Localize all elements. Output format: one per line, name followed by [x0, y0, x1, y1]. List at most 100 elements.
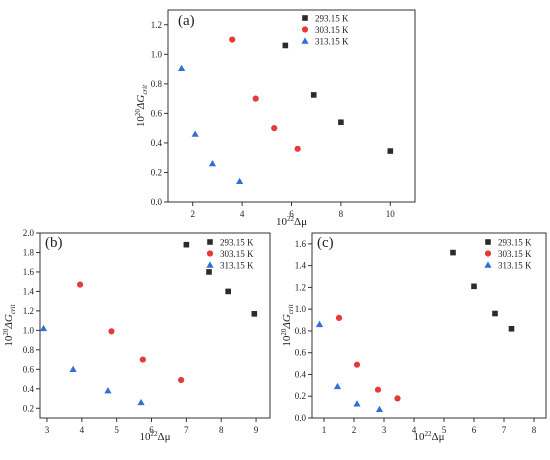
x-tick-label: 6 — [472, 425, 477, 435]
y-tick-label: 1.2 — [151, 20, 162, 30]
data-point-s3-p4 — [137, 398, 145, 406]
x-tick-label: 4 — [80, 425, 85, 435]
data-point-s2-p4 — [294, 145, 301, 152]
y-tick-label: 1.0 — [295, 304, 307, 314]
legend-label: 303.15 K — [315, 25, 349, 35]
data-point-s1-p4 — [251, 311, 258, 317]
panel-a: 2 4 6 8 10 0.0 0.2 0.4 0.6 0.8 1.0 1.2 (a) 1022Δμ 1020… — [134, 9, 416, 228]
y-tick-label: 1.0 — [23, 325, 35, 335]
legend-label: 293.15 K — [220, 238, 254, 248]
y-tick-label: 0.6 — [23, 364, 35, 374]
panel-b: 3 4 5 6 7 8 9 0.2 0.4 0.6 0.8 1.0 1.2 1.4 1.6 1.8 2.0 (b)… — [2, 228, 271, 443]
data-point-s1-p1 — [183, 241, 190, 248]
y-tick-label: 0.4 — [23, 384, 35, 394]
x-tick-label: 6 — [289, 209, 294, 219]
x-tick-label: 4 — [240, 209, 245, 219]
data-point-s2-p3 — [271, 125, 278, 132]
y-tick-label: 1.8 — [23, 247, 35, 257]
legend-marker — [485, 239, 491, 245]
data-point-s3-p2 — [333, 382, 342, 390]
data-point-s2-p1 — [335, 314, 343, 321]
data-point-s3-p4 — [236, 177, 244, 185]
x-tick-label: 8 — [339, 209, 344, 219]
data-point-s3-p3 — [104, 387, 112, 394]
x-tick-label: 6 — [149, 425, 154, 435]
data-point-s2-p2 — [353, 361, 361, 368]
data-point-s3-p3 — [208, 160, 217, 167]
data-point-s2-p2 — [252, 95, 259, 102]
data-point-s2-p4 — [394, 395, 401, 402]
y-tick-label: 0.6 — [151, 108, 163, 118]
data-point-s1-p1 — [282, 42, 289, 49]
legend-marker — [207, 239, 213, 245]
data-point-s3-p1 — [39, 324, 48, 332]
legend-label: 313.15 K — [498, 261, 532, 271]
y-axis-label: 1020ΔGcrit — [134, 84, 149, 127]
y-tick-label: 0.8 — [295, 326, 307, 336]
x-tick-label: 7 — [502, 425, 507, 435]
y-tick-label: 1.4 — [295, 261, 307, 271]
y-tick-label: 1.2 — [23, 306, 34, 316]
data-point-s1-p2 — [471, 283, 477, 290]
data-point-s1-p2 — [206, 269, 212, 275]
legend-marker — [302, 15, 308, 21]
data-point-s2-p2 — [108, 328, 115, 335]
x-tick-label: 4 — [412, 425, 417, 435]
data-point-s1-p1 — [450, 249, 456, 256]
data-point-s2-p3 — [139, 356, 146, 363]
x-tick-label: 10 — [386, 209, 396, 219]
legend-label: 293.15 K — [498, 238, 532, 248]
data-point-s3-p3 — [353, 400, 361, 407]
plot-frame — [311, 232, 547, 419]
data-point-s1-p4 — [508, 325, 515, 332]
y-tick-label: 0.4 — [151, 138, 163, 148]
y-tick-label: 0.2 — [295, 391, 306, 401]
legend-label: 293.15 K — [315, 14, 349, 24]
y-tick-label: 0.2 — [23, 403, 34, 413]
y-tick-label: 0.0 — [295, 413, 307, 423]
data-point-s1-p3 — [492, 310, 498, 317]
x-tick-label: 2 — [352, 425, 357, 435]
data-point-s1-p2 — [310, 92, 317, 98]
data-point-s1-p3 — [338, 119, 344, 126]
data-point-s1-p4 — [387, 148, 394, 154]
plot-frame — [167, 9, 416, 203]
y-axis-label: 1020ΔGcrit — [280, 303, 295, 346]
x-tick-label: 8 — [219, 425, 224, 435]
panel-label: (b) — [45, 235, 63, 251]
y-tick-label: 1.6 — [295, 239, 307, 249]
legend-label: 303.15 K — [498, 249, 532, 259]
y-tick-label: 0.4 — [295, 369, 307, 379]
panel-c: 1 2 3 4 5 6 7 8 0.0 0.2 0.4 0.6 0.8 1.0 1.2 1.4 1.6 (c) 10… — [280, 232, 547, 443]
data-point-s3-p1 — [315, 320, 324, 328]
legend-marker — [301, 37, 309, 44]
legend-marker — [301, 26, 309, 33]
x-tick-label: 5 — [114, 425, 119, 435]
data-point-s2-p1 — [229, 36, 236, 43]
x-tick-label: 3 — [45, 425, 50, 435]
legend-label: 313.15 K — [220, 261, 254, 271]
legend-label: 303.15 K — [220, 249, 254, 259]
y-tick-label: 1.0 — [151, 49, 163, 59]
data-point-s3-p1 — [177, 64, 186, 72]
y-tick-label: 2.0 — [23, 228, 35, 238]
legend-label: 313.15 K — [315, 37, 349, 47]
data-point-s2-p3 — [374, 386, 382, 393]
x-axis-label: 1022Δμ — [140, 430, 171, 443]
legend-marker — [484, 261, 492, 268]
panel-label: (a) — [178, 13, 195, 29]
x-axis-label: 1022Δμ — [414, 430, 445, 443]
data-point-s2-p1 — [76, 281, 84, 288]
data-point-s3-p4 — [375, 405, 384, 412]
data-point-s3-p2 — [191, 130, 199, 137]
data-point-s2-p4 — [178, 376, 185, 384]
x-tick-label: 2 — [190, 209, 195, 219]
y-tick-label: 0.8 — [151, 79, 163, 89]
legend-marker — [206, 261, 214, 268]
plot-frame — [39, 232, 271, 419]
y-tick-label: 1.6 — [23, 267, 35, 277]
legend-marker — [484, 250, 492, 257]
x-tick-label: 8 — [532, 425, 537, 435]
y-tick-label: 0.6 — [295, 348, 307, 358]
